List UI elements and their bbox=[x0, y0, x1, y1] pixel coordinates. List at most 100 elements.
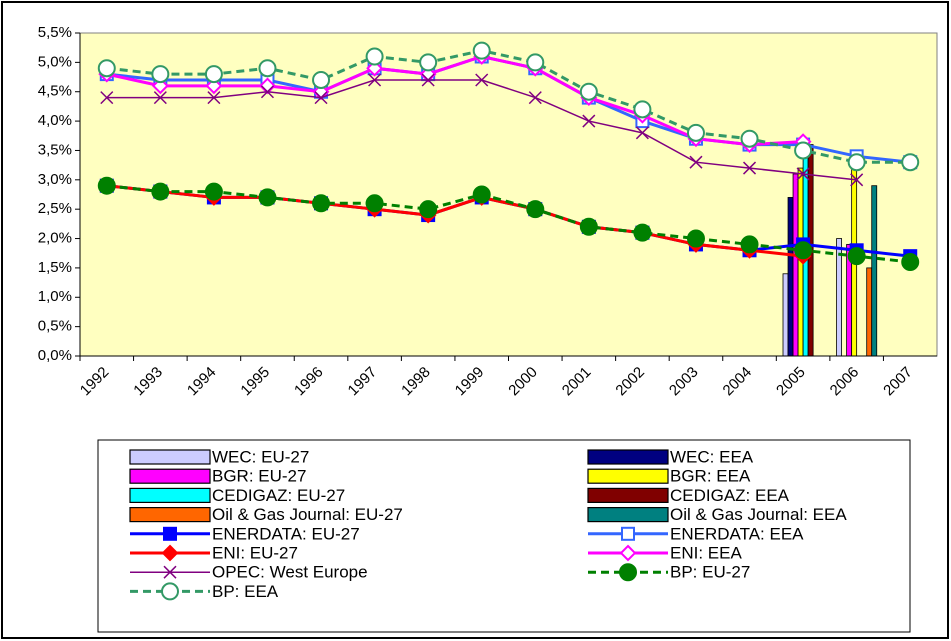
legend-label: WEC: EEA bbox=[670, 447, 754, 466]
marker bbox=[475, 73, 489, 87]
marker bbox=[365, 47, 384, 66]
line bbox=[106, 49, 911, 164]
marker bbox=[472, 185, 491, 204]
legend-swatch bbox=[129, 507, 211, 523]
legend-swatch bbox=[587, 449, 669, 465]
legend-label: CEDIGAZ: EEA bbox=[670, 486, 790, 505]
legend-label: CEDIGAZ: EU-27 bbox=[212, 486, 345, 505]
marker bbox=[151, 65, 170, 84]
legend-label: ENERDATA: EU-27 bbox=[212, 524, 360, 543]
marker bbox=[847, 247, 866, 266]
marker bbox=[619, 544, 637, 562]
legend-label: WEC: EU-27 bbox=[212, 447, 309, 466]
y-tick-label: 3,0% bbox=[38, 171, 72, 188]
y-tick-label: 1,5% bbox=[38, 259, 72, 276]
y-tick-label: 2,5% bbox=[38, 200, 72, 217]
legend-label: ENI: EU-27 bbox=[212, 543, 298, 562]
marker bbox=[743, 161, 757, 175]
legend-label: BP: EU-27 bbox=[670, 563, 750, 582]
marker bbox=[368, 73, 382, 87]
marker bbox=[621, 526, 635, 541]
marker bbox=[97, 176, 116, 195]
marker bbox=[421, 73, 435, 87]
marker bbox=[619, 563, 637, 582]
legend-swatch bbox=[129, 468, 211, 484]
lines bbox=[97, 41, 920, 272]
marker bbox=[365, 194, 384, 213]
marker bbox=[314, 91, 328, 105]
marker bbox=[163, 526, 177, 541]
y-tick-label: 3,5% bbox=[38, 141, 72, 158]
legend-label: OPEC: West Europe bbox=[212, 563, 368, 582]
marker bbox=[97, 59, 116, 78]
marker bbox=[901, 153, 920, 172]
bar bbox=[787, 197, 794, 357]
marker bbox=[686, 229, 705, 248]
marker bbox=[259, 77, 276, 95]
y-tick-label: 1,0% bbox=[38, 288, 72, 305]
legend-swatch bbox=[587, 468, 669, 484]
marker bbox=[472, 41, 491, 60]
marker bbox=[740, 129, 759, 148]
legend-swatch bbox=[587, 487, 669, 503]
marker bbox=[204, 65, 223, 84]
marker bbox=[161, 582, 179, 601]
marker bbox=[633, 100, 652, 119]
marker bbox=[850, 173, 864, 187]
legend-label: ENERDATA: EEA bbox=[670, 524, 804, 543]
bar bbox=[836, 238, 842, 357]
legend-label: Oil & Gas Journal: EEA bbox=[670, 505, 847, 524]
marker bbox=[689, 155, 703, 169]
line bbox=[106, 184, 911, 264]
marker bbox=[686, 123, 705, 142]
marker bbox=[258, 59, 277, 78]
marker bbox=[794, 241, 813, 260]
legend-box bbox=[97, 439, 911, 633]
marker bbox=[100, 91, 114, 105]
marker bbox=[151, 182, 170, 201]
marker bbox=[312, 194, 331, 213]
line bbox=[106, 184, 804, 258]
line bbox=[106, 54, 804, 147]
marker bbox=[419, 200, 438, 219]
marker bbox=[579, 82, 598, 101]
y-tick-label: 5,0% bbox=[38, 53, 72, 70]
marker bbox=[153, 91, 167, 105]
y-tick-label: 2,0% bbox=[38, 230, 72, 247]
legend-label: Oil & Gas Journal: EU-27 bbox=[212, 505, 403, 524]
legend-label: BGR: EU-27 bbox=[212, 467, 306, 486]
y-tick-label: 4,5% bbox=[38, 83, 72, 100]
marker bbox=[633, 223, 652, 242]
y-tick-label: 5,5% bbox=[38, 24, 72, 41]
legend-label: BGR: EEA bbox=[670, 467, 751, 486]
marker bbox=[161, 544, 179, 562]
marker bbox=[419, 53, 438, 72]
bar bbox=[866, 267, 873, 357]
y-tick-label: 0,5% bbox=[38, 318, 72, 335]
marker bbox=[901, 253, 920, 272]
y-tick-label: 0,0% bbox=[38, 347, 72, 364]
legend-swatch bbox=[129, 449, 211, 465]
marker bbox=[312, 70, 331, 89]
legend-label: BP: EEA bbox=[212, 582, 279, 601]
marker bbox=[526, 53, 545, 72]
marker bbox=[796, 167, 810, 181]
marker bbox=[163, 565, 177, 579]
legend-swatch bbox=[587, 507, 669, 523]
marker bbox=[579, 217, 598, 236]
marker bbox=[204, 182, 223, 201]
legend-swatch bbox=[129, 487, 211, 503]
marker bbox=[207, 91, 221, 105]
marker bbox=[258, 188, 277, 207]
bar bbox=[871, 185, 878, 357]
marker bbox=[582, 114, 596, 128]
marker bbox=[794, 141, 813, 160]
marker bbox=[528, 91, 542, 105]
marker bbox=[635, 126, 649, 140]
marker bbox=[740, 235, 759, 254]
marker bbox=[260, 85, 274, 99]
bar bbox=[782, 273, 789, 357]
legend-label: ENI: EEA bbox=[670, 543, 742, 562]
